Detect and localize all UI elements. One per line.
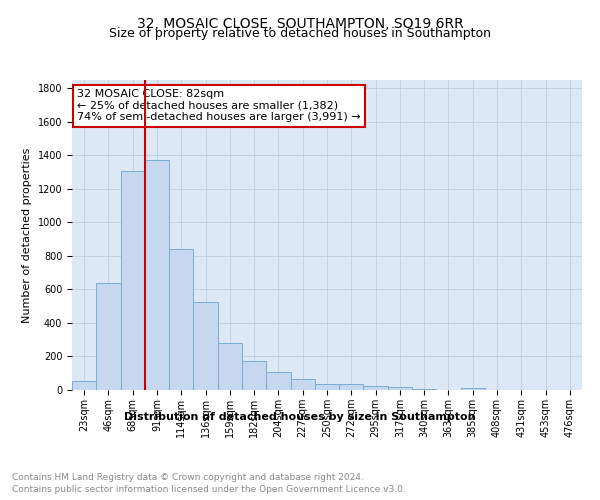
Bar: [145, 160, 169, 390]
Text: Size of property relative to detached houses in Southampton: Size of property relative to detached ho…: [109, 28, 491, 40]
Bar: [169, 249, 193, 390]
Bar: [218, 344, 242, 390]
Bar: [461, 388, 485, 390]
Text: Contains HM Land Registry data © Crown copyright and database right 2024.: Contains HM Land Registry data © Crown c…: [12, 472, 364, 482]
Bar: [290, 380, 315, 390]
Bar: [96, 283, 121, 390]
Bar: [388, 388, 412, 390]
Bar: [193, 302, 218, 390]
Bar: [315, 384, 339, 390]
Text: Distribution of detached houses by size in Southampton: Distribution of detached houses by size …: [124, 412, 476, 422]
Bar: [412, 388, 436, 390]
Bar: [364, 386, 388, 390]
Bar: [242, 360, 266, 390]
Bar: [72, 381, 96, 390]
Bar: [339, 384, 364, 390]
Y-axis label: Number of detached properties: Number of detached properties: [22, 148, 32, 322]
Text: Contains public sector information licensed under the Open Government Licence v3: Contains public sector information licen…: [12, 485, 406, 494]
Text: 32, MOSAIC CLOSE, SOUTHAMPTON, SO19 6RR: 32, MOSAIC CLOSE, SOUTHAMPTON, SO19 6RR: [137, 18, 463, 32]
Bar: [121, 172, 145, 390]
Text: 32 MOSAIC CLOSE: 82sqm
← 25% of detached houses are smaller (1,382)
74% of semi-: 32 MOSAIC CLOSE: 82sqm ← 25% of detached…: [77, 90, 361, 122]
Bar: [266, 372, 290, 390]
